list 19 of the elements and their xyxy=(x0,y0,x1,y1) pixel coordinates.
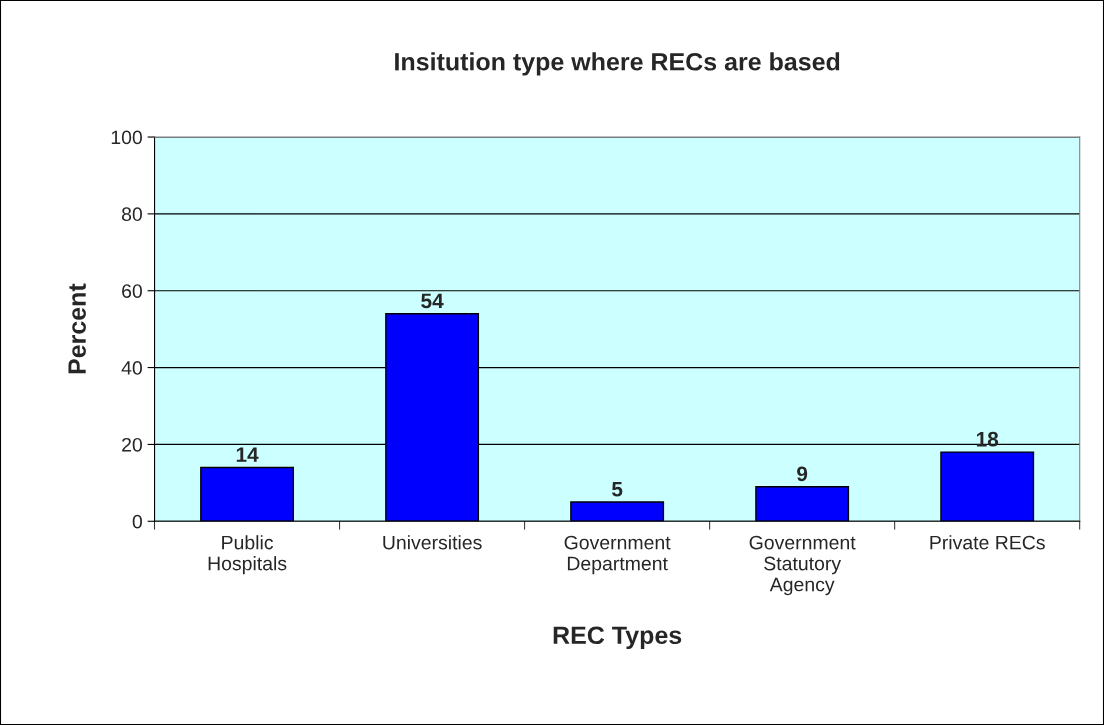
x-tick-label: Public Hospitals xyxy=(208,535,287,575)
y-tick-label: 40 xyxy=(121,361,142,375)
data-label: 18 xyxy=(976,431,999,447)
y-tick-label: 0 xyxy=(132,514,142,529)
data-label: 54 xyxy=(421,293,444,309)
data-label: 14 xyxy=(236,447,259,462)
x-tick-label: Government Department xyxy=(564,535,671,575)
y-tick-label: 100 xyxy=(111,130,142,145)
data-label: 9 xyxy=(797,466,808,482)
y-tick-label: 80 xyxy=(121,207,142,222)
x-tick-label: Government Statutory Agency xyxy=(749,535,856,596)
y-tick-label: 60 xyxy=(122,284,142,298)
y-axis-title: Percent xyxy=(68,283,86,374)
x-tick-label: Universities xyxy=(383,535,482,550)
chart-title: Insitution type where RECs are based xyxy=(395,52,840,76)
y-tick-label: 20 xyxy=(122,437,142,452)
data-label: 5 xyxy=(611,482,623,497)
x-tick-label: Private RECs xyxy=(930,535,1045,550)
x-axis-title: REC Types xyxy=(553,626,682,650)
